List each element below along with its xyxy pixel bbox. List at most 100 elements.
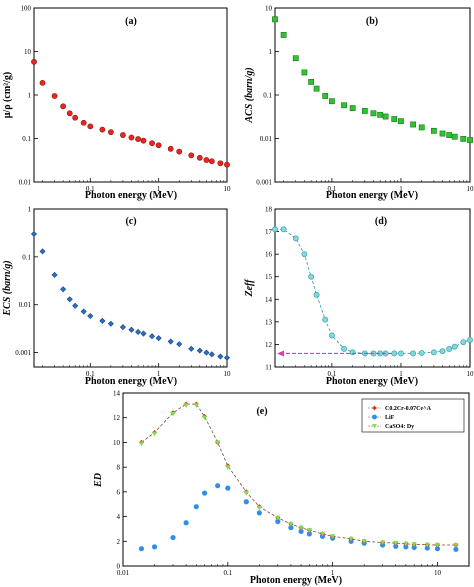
- panel-2-ytick-label-3: 1: [28, 206, 32, 214]
- panel-0-point: [51, 93, 58, 99]
- panel-0-ytick-label-4: 100: [21, 5, 32, 13]
- panel-e-series-2-point: [151, 431, 158, 437]
- panel-2-point: [87, 313, 94, 320]
- panel-d-frame: [274, 208, 471, 368]
- panel-0-point: [135, 136, 141, 142]
- panel-0-xtick-label-2: 10: [224, 185, 232, 193]
- panel-d-marks: [272, 226, 473, 357]
- panel-2-point: [167, 338, 174, 345]
- panel-4-xtick-label-1: 0.1: [223, 569, 232, 577]
- panel-4-ytick-label-0: 0: [117, 563, 121, 571]
- panel-3-point: [322, 316, 329, 323]
- panel-e-series-2-point: [411, 542, 417, 547]
- panel-e-series-1-point: [393, 543, 399, 549]
- panel-1-point: [377, 111, 384, 118]
- panel-0-point: [107, 129, 114, 136]
- panel-2-point: [155, 335, 162, 342]
- panel-e-series-1-point: [201, 490, 208, 496]
- panel-e-series-1-point: [288, 525, 294, 531]
- panel-d: (d) Photon energy (MeV) Zeff 0.1 1 10 11 12 1…: [244, 206, 474, 388]
- panel-3-point: [460, 339, 467, 346]
- panel-4-ytick-label-3: 6: [117, 488, 121, 496]
- panel-1-ytick-label-0: 0.001: [256, 179, 272, 187]
- panel-e-series-2-point: [201, 415, 208, 421]
- panel-3-point: [398, 350, 404, 357]
- panel-1-point: [322, 93, 329, 99]
- panel-0-point: [120, 132, 126, 138]
- panel-2-point: [30, 231, 38, 238]
- panel-a-ticks: 0.1 1 10 0.01 0.1 1 10 100: [19, 5, 231, 194]
- panel-3-ytick-label-1: 12: [265, 341, 273, 349]
- panel-1-point: [446, 132, 453, 138]
- panel-1-point: [341, 102, 347, 109]
- panel-2-point: [39, 248, 46, 255]
- panel-2-point: [223, 354, 231, 361]
- panel-2-xtick-label-1: 1: [157, 370, 161, 378]
- panel-b-frame: [274, 7, 471, 183]
- panel-1-ytick-label-3: 1: [269, 48, 273, 56]
- panel-1-point: [398, 118, 404, 125]
- panel-3-point: [313, 291, 320, 298]
- panel-e-xlabel: Photon energy (MeV): [250, 575, 342, 586]
- panel-e-series-2-point: [319, 531, 326, 537]
- panel-e-series-1-point: [424, 545, 430, 551]
- panel-1-point: [418, 124, 425, 131]
- panel-e-series-2-point: [193, 403, 199, 408]
- panel-4-ytick-label-1: 2: [117, 538, 121, 546]
- panel-1-point: [430, 127, 437, 134]
- panel-0-point: [87, 123, 94, 130]
- panel-e-series-2-point: [288, 521, 294, 527]
- panel-e-series-2-point: [403, 541, 409, 547]
- panel-e-series-1-point: [225, 485, 231, 491]
- panel-1-xtick-label-1: 1: [399, 185, 403, 193]
- panel-e-series-2-point: [298, 525, 304, 531]
- panel-2-ytick-label-1: 0.01: [19, 301, 32, 309]
- panel-d-xlabel: Photon energy (MeV): [326, 376, 418, 387]
- panel-1-point: [349, 105, 356, 111]
- panel-e-series-2-point: [393, 541, 399, 546]
- panel-0-point: [196, 154, 203, 161]
- panel-c-frame: [33, 208, 228, 368]
- panel-b-letter: (b): [366, 16, 378, 27]
- panel-3-point: [328, 332, 335, 339]
- panel-1-point: [361, 108, 368, 114]
- panel-e-series-1-point: [434, 546, 441, 552]
- panel-3-point: [446, 346, 453, 352]
- panel-1-ytick-label-4: 10: [265, 5, 273, 13]
- panel-1-point: [391, 116, 398, 122]
- panel-2-point: [203, 349, 210, 356]
- panel-0-point: [208, 158, 215, 165]
- panel-0-ytick-label-3: 10: [24, 48, 32, 56]
- panel-4-ytick-label-5: 10: [113, 439, 121, 447]
- panel-0-ytick-label-2: 1: [28, 92, 32, 100]
- panel-e-series-2-point: [215, 440, 221, 446]
- panel-0-point: [176, 148, 183, 155]
- panel-e: (e) Photon energy (MeV) ED 0.01 0.1 1 10 0 2 4…: [93, 390, 470, 586]
- panel-d-ylabel: Zeff: [244, 278, 255, 298]
- panel-e-series-1-point: [183, 520, 189, 526]
- panel-4-ytick-label-6: 12: [113, 414, 121, 422]
- panel-1-xtick-label-2: 10: [467, 185, 474, 193]
- panel-e-series-1-point: [275, 518, 281, 525]
- panel-3-series-line: [275, 228, 471, 354]
- panel-d-arrow-head: [277, 350, 284, 357]
- panel-3-ytick-label-3: 14: [265, 296, 273, 304]
- legend-marks: [368, 405, 381, 429]
- panel-e-letter: (e): [256, 406, 267, 417]
- panel-e-series-2-point: [348, 536, 354, 542]
- panel-e-series-2-point: [183, 403, 189, 408]
- panel-e-series-2-point: [170, 411, 176, 417]
- panel-e-series-2-point: [361, 539, 367, 544]
- panel-3-xtick-label-2: 10: [467, 370, 474, 378]
- panel-3-xtick-label-1: 1: [399, 370, 403, 378]
- panel-c-xlabel: Photon energy (MeV): [85, 376, 177, 387]
- panel-3-ytick-label-2: 13: [265, 318, 273, 326]
- legend-label-0: C0.2Cr-0.07Ce^A: [385, 406, 432, 412]
- panel-1-point: [280, 32, 287, 38]
- panel-2-point: [80, 308, 87, 315]
- panel-0-point: [66, 110, 73, 117]
- legend-marker-1: [372, 414, 377, 420]
- panel-1-point: [467, 137, 473, 143]
- panel-1-point: [451, 133, 458, 140]
